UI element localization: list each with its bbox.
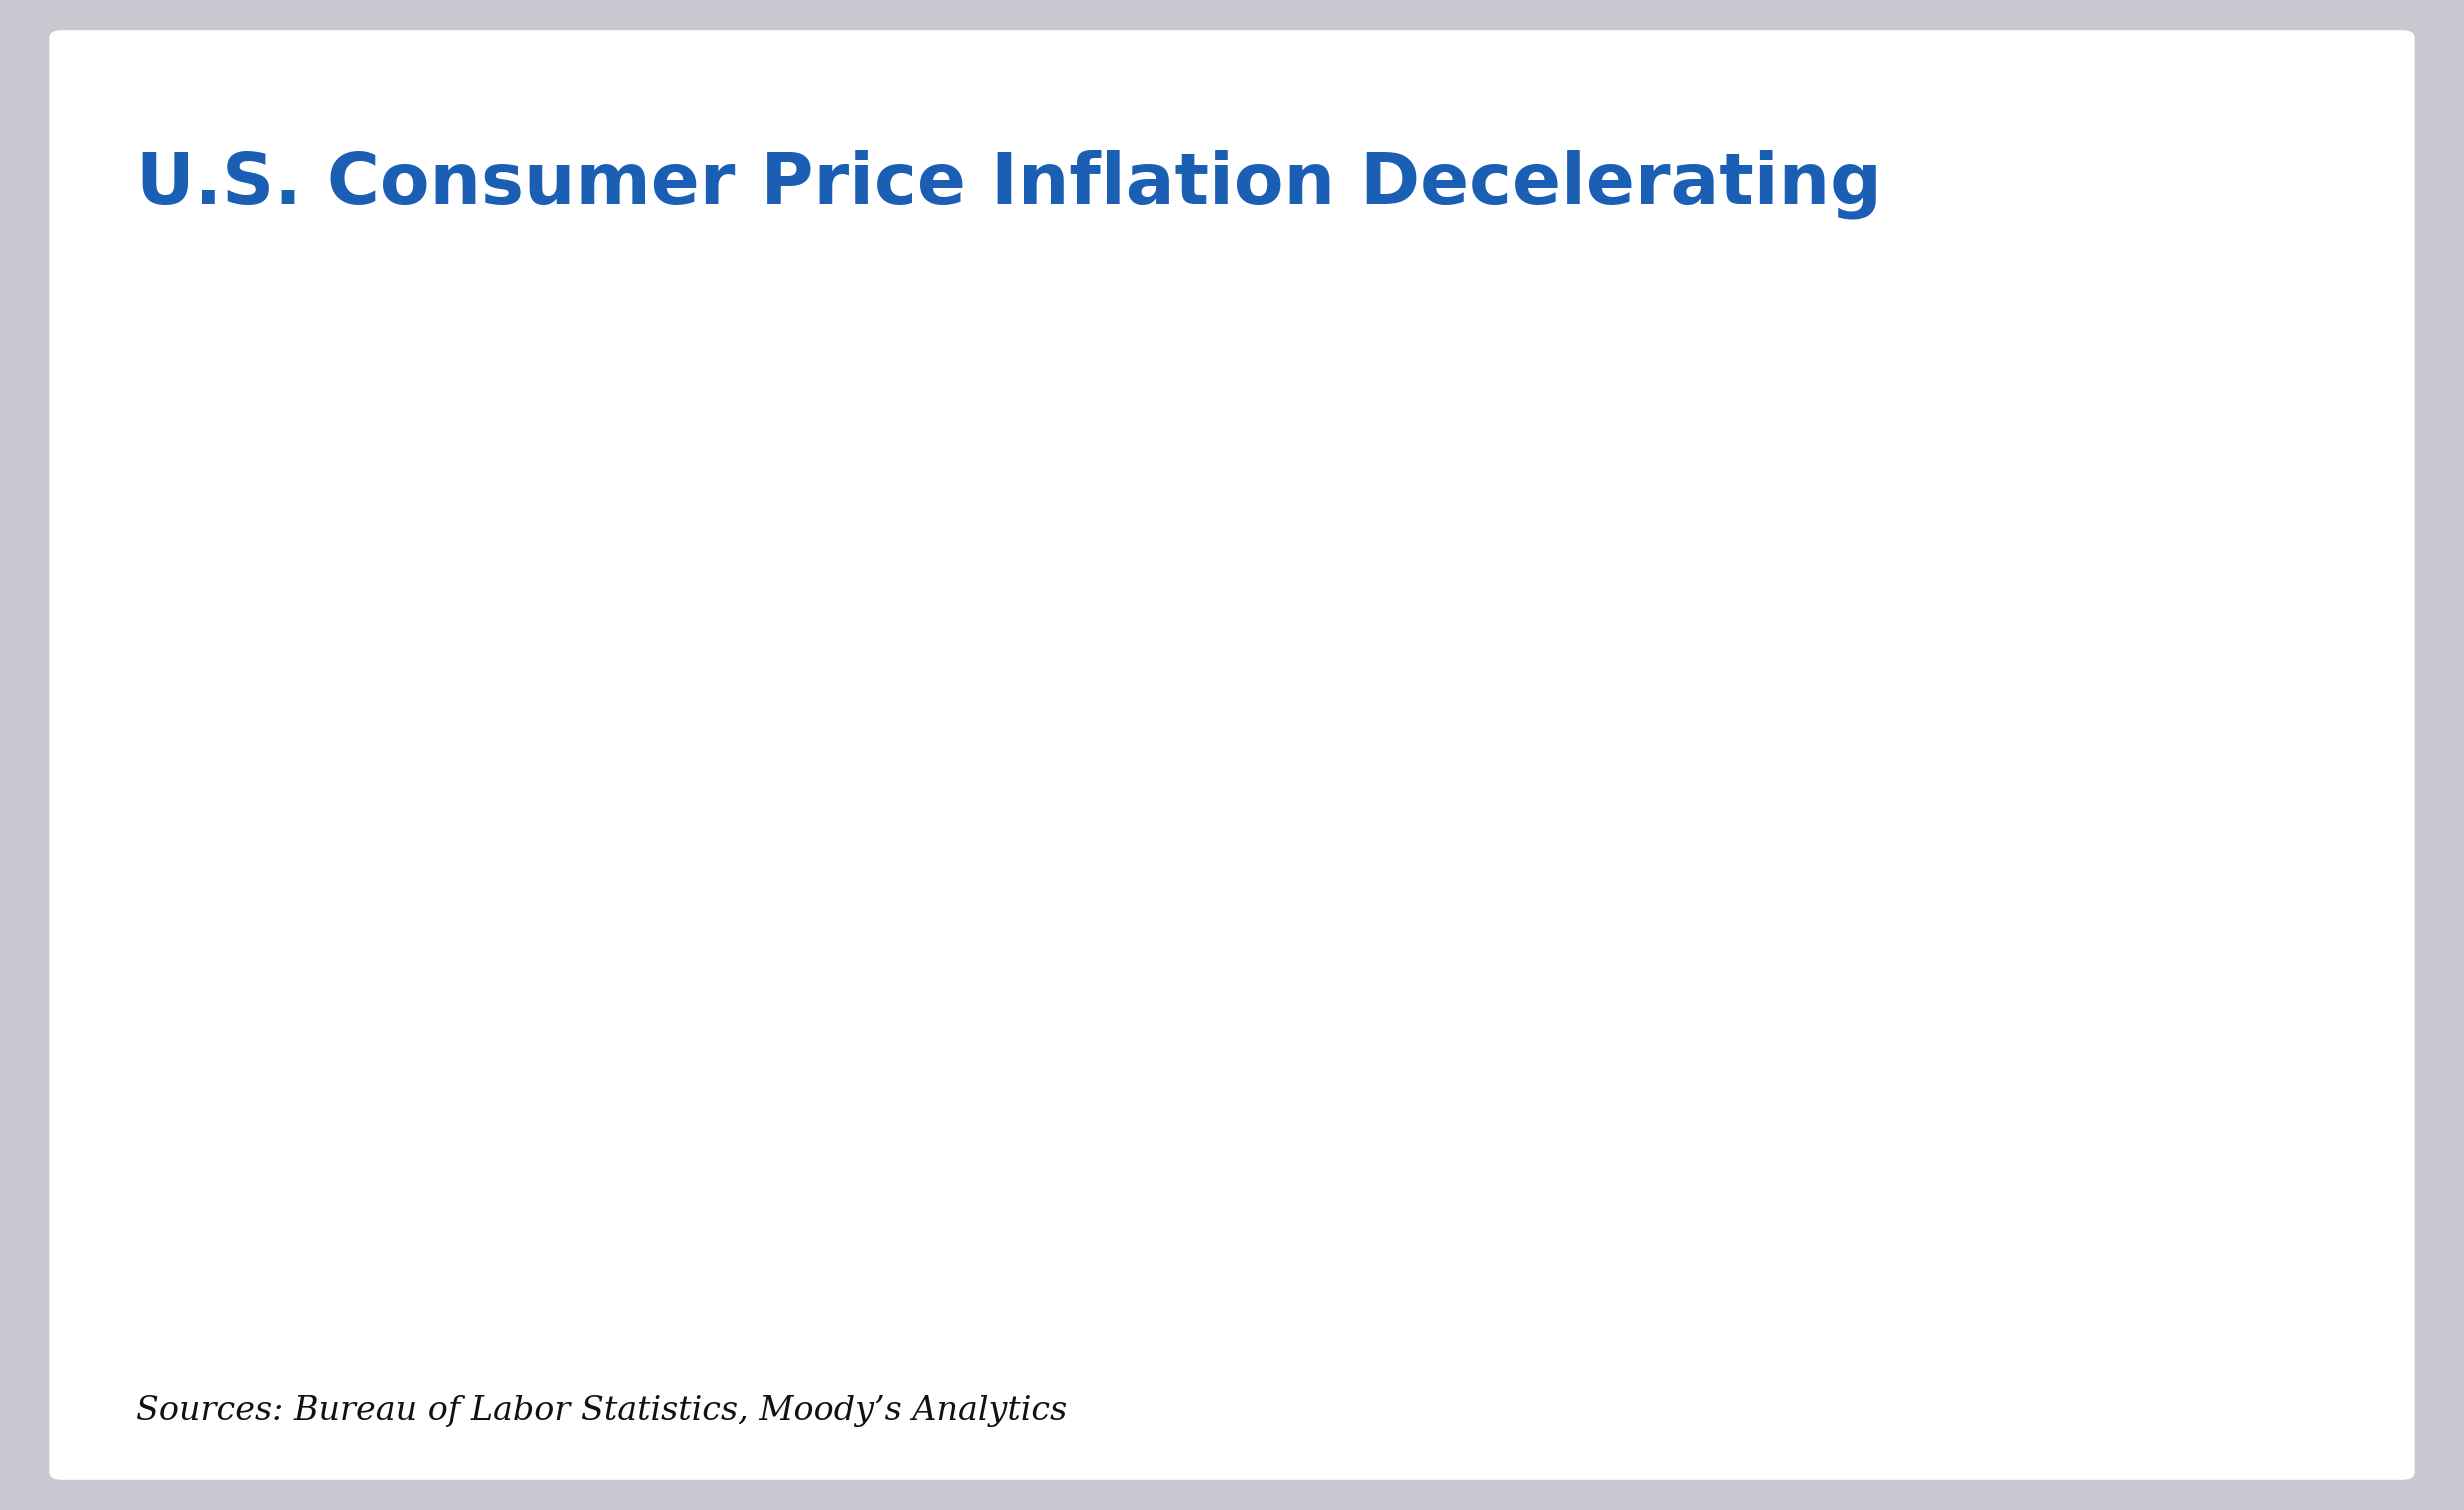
Text: Sources: Bureau of Labor Statistics, Moody’s Analytics: Sources: Bureau of Labor Statistics, Moo…	[136, 1395, 1067, 1427]
Legend: Overall CPI, CPI x Shelter, Shelter CPI, Federal Reserve Inflation Target: Overall CPI, CPI x Shelter, Shelter CPI,…	[237, 1338, 1863, 1370]
Text: U.S. Consumer Price Inflation Decelerating: U.S. Consumer Price Inflation Decelerati…	[136, 149, 1882, 219]
